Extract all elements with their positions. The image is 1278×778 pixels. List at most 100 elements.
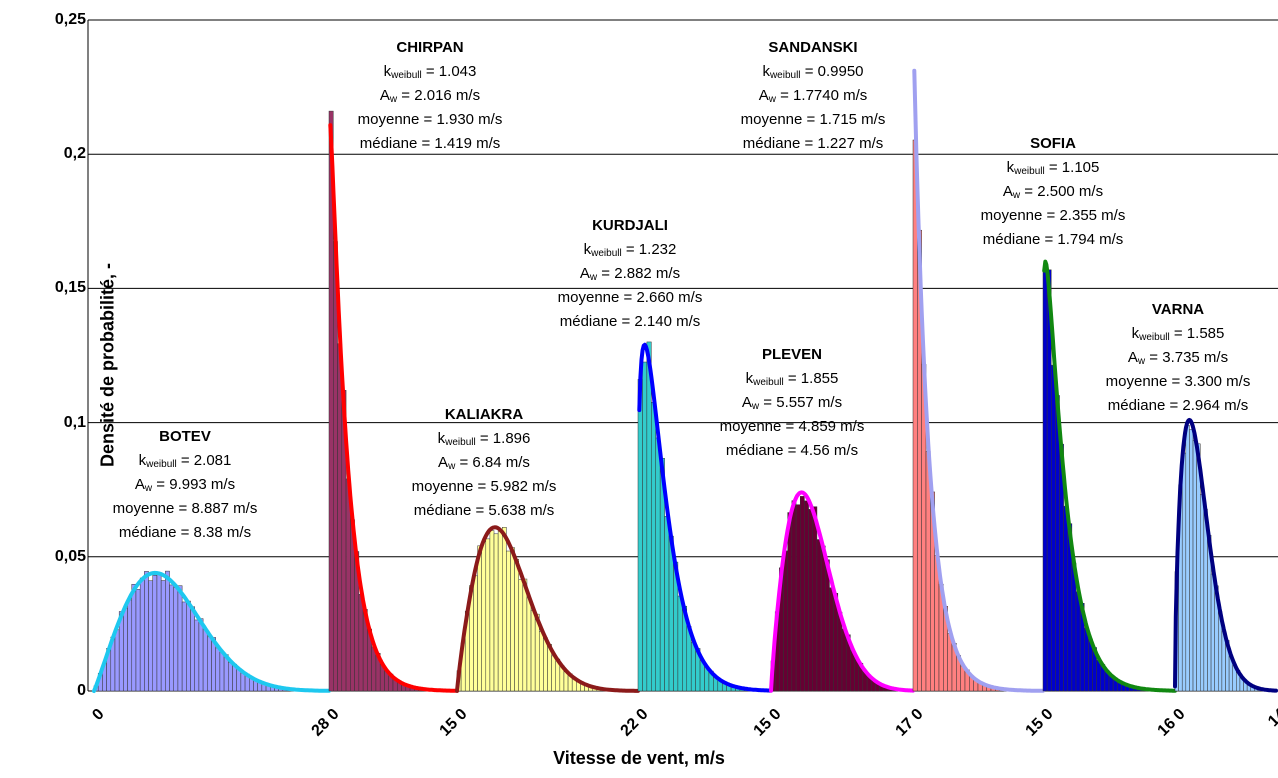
moyenne: moyenne = 1.930 m/s <box>357 111 503 128</box>
histogram-bar <box>829 587 834 692</box>
histogram-bar <box>551 655 556 692</box>
histogram-bar <box>1189 429 1194 692</box>
weibull-fit-curve <box>912 68 1045 693</box>
histogram-bar <box>1185 425 1190 692</box>
histogram-bar <box>651 402 656 692</box>
station-annotation: SOFIA kweibull = 1.105 Aw = 2.500 m/s moyen… <box>981 132 1126 252</box>
histogram-bar <box>539 631 544 692</box>
histogram-bar <box>664 515 670 692</box>
histogram-bar <box>522 578 528 692</box>
k-weibull: kweibull = 2.081 <box>138 452 232 470</box>
histogram-bar <box>1200 494 1205 692</box>
histogram-bar <box>123 607 128 692</box>
station-name: BOTEV <box>159 428 211 445</box>
histogram-bar <box>127 599 133 692</box>
weibull-fit-curve <box>328 123 459 693</box>
histogram-bar <box>677 595 683 692</box>
weibull-fit-curve <box>455 525 640 693</box>
histogram-bar <box>207 636 212 692</box>
station-annotation: BOTEV kweibull = 2.081 Aw = 9.993 m/s moyen… <box>113 425 258 545</box>
k-weibull: kweibull = 1.043 <box>383 63 477 81</box>
y-tick-label: 0,05 <box>54 547 86 565</box>
histogram-bar <box>502 527 507 692</box>
histogram-bar <box>820 545 826 692</box>
histogram-bar <box>337 343 343 692</box>
moyenne: moyenne = 3.300 m/s <box>1105 373 1251 390</box>
y-tick-label: 0,1 <box>63 413 86 431</box>
station-annotation: PLEVEN kweibull = 1.855 Aw = 5.557 m/s moye… <box>720 343 865 463</box>
histogram-bar <box>1084 627 1089 692</box>
weibull-fit-curve <box>1042 259 1177 693</box>
a-weibull: Aw = 2.500 m/s <box>1002 183 1104 201</box>
histogram-bar <box>473 575 478 692</box>
histogram-bar <box>526 597 532 692</box>
a-weibull: Aw = 9.993 m/s <box>134 476 236 494</box>
y-tick-label: 0,25 <box>54 11 86 28</box>
x-axis-label: Vitesse de vent, m/s <box>553 748 725 768</box>
histogram-bar <box>787 512 793 692</box>
moyenne: moyenne = 5.982 m/s <box>411 478 557 495</box>
k-weibull: kweibull = 1.585 <box>1131 325 1225 343</box>
moyenne: moyenne = 4.859 m/s <box>719 418 865 435</box>
mediane: médiane = 8.38 m/s <box>118 524 252 541</box>
mediane: médiane = 2.140 m/s <box>559 313 701 330</box>
histogram-bar <box>215 647 221 692</box>
histogram-bar <box>477 545 482 692</box>
histogram-bar <box>152 575 158 692</box>
station-annotation: SANDANSKI kweibull = 0.9950 Aw = 1.7740 m/… <box>741 36 886 156</box>
mediane: médiane = 1.794 m/s <box>982 231 1124 248</box>
histogram-bar <box>795 504 801 692</box>
histogram-bar <box>497 530 503 692</box>
histogram-bar <box>114 629 120 692</box>
histogram-bar <box>1075 591 1081 692</box>
histogram-bar <box>642 361 648 692</box>
histogram-bar <box>139 577 145 692</box>
a-weibull: Aw = 2.882 m/s <box>579 265 681 283</box>
mediane: médiane = 4.56 m/s <box>725 442 859 459</box>
station-name: PLEVEN <box>761 346 823 363</box>
station-name: CHIRPAN <box>396 39 464 56</box>
histogram-bar <box>518 579 524 692</box>
weibull-fit-curve <box>92 570 331 693</box>
a-weibull: Aw = 3.735 m/s <box>1127 349 1229 367</box>
station-name: KALIAKRA <box>444 406 524 423</box>
mediane: médiane = 2.964 m/s <box>1107 397 1249 414</box>
weibull-fit-curve <box>1173 417 1278 693</box>
histogram-bar <box>530 610 536 692</box>
moyenne: moyenne = 8.887 m/s <box>112 500 258 517</box>
k-weibull: kweibull = 1.105 <box>1006 159 1100 177</box>
histogram-bar <box>240 672 246 692</box>
histogram-bar <box>1210 573 1215 692</box>
station-annotation: VARNA kweibull = 1.585 Aw = 3.735 m/s moyen… <box>1106 298 1251 418</box>
histogram-bar <box>131 583 137 692</box>
histogram-bar <box>160 580 166 692</box>
histogram-bar <box>485 538 491 692</box>
histogram-bar <box>1096 659 1101 692</box>
histogram-bar <box>186 600 191 692</box>
moyenne: moyenne = 1.715 m/s <box>740 111 886 128</box>
histogram-bar <box>481 541 487 692</box>
histogram-bar <box>646 341 652 692</box>
y-tick-label: 0,15 <box>54 279 86 297</box>
weibull-fit-curve <box>769 490 915 693</box>
histogram-bar <box>198 618 204 692</box>
histogram-bar <box>1063 505 1068 692</box>
moyenne: moyenne = 2.660 m/s <box>557 289 703 306</box>
mediane: médiane = 5.638 m/s <box>413 502 555 519</box>
station-name: SOFIA <box>1030 135 1076 152</box>
histogram-bar <box>1192 440 1197 692</box>
a-weibull: Aw = 5.557 m/s <box>741 394 843 412</box>
histogram-bar <box>489 530 495 692</box>
histogram-bar <box>1042 269 1048 692</box>
histogram-bar <box>543 637 548 692</box>
histogram-bar <box>165 570 170 692</box>
plot-area <box>88 20 1277 691</box>
station-annotation: KURDJALI kweibull = 1.232 Aw = 2.882 m/s mo… <box>558 214 703 334</box>
histogram-bar <box>173 587 179 692</box>
histogram-bar <box>144 571 149 692</box>
a-weibull: Aw = 2.016 m/s <box>379 87 481 105</box>
histogram-bar <box>493 533 499 692</box>
histogram-bar <box>169 584 174 692</box>
histogram-bar <box>690 641 696 692</box>
